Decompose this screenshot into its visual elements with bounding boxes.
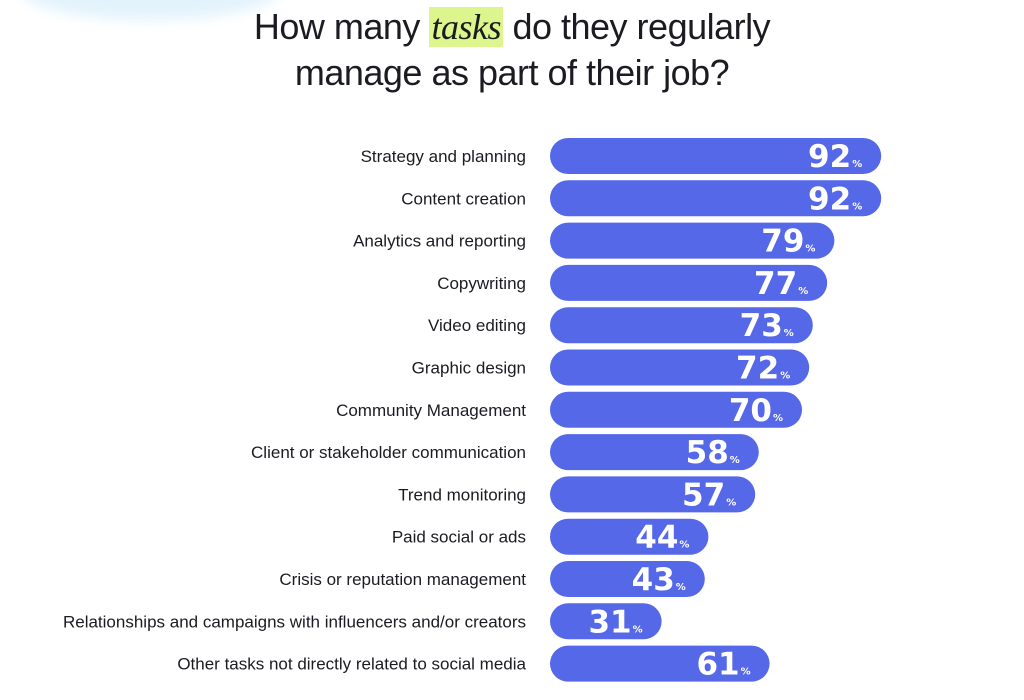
category-label: Relationships and campaigns with influen… xyxy=(63,612,526,631)
category-label: Strategy and planning xyxy=(361,147,526,166)
category-label: Community Management xyxy=(336,401,526,420)
bar xyxy=(550,138,882,174)
title-line-2: manage as part of their job? xyxy=(294,52,730,93)
value-label: 58 xyxy=(686,435,729,471)
percent-sign: % xyxy=(726,497,736,508)
bar xyxy=(550,391,802,428)
category-label: Video editing xyxy=(428,316,526,335)
value-label: 92 xyxy=(808,181,851,217)
bar xyxy=(550,645,770,682)
bar-row: Analytics and reporting 79% xyxy=(353,222,835,260)
category-label: Client or stakeholder communication xyxy=(251,443,526,462)
value-label: 92 xyxy=(808,139,851,175)
bar-row: Copywriting 77% xyxy=(437,264,828,302)
bar xyxy=(550,518,709,555)
value-label: 70 xyxy=(729,393,772,429)
percent-sign: % xyxy=(741,667,751,678)
bar-row: Strategy and planning 92% xyxy=(361,138,882,175)
value-label: 77 xyxy=(754,266,797,302)
value-label: 72 xyxy=(736,351,779,387)
percent-sign: % xyxy=(730,455,740,466)
bar-row: Paid social or ads 44% xyxy=(392,518,709,556)
bar-row: Graphic design 72% xyxy=(412,349,810,387)
value-label: 43 xyxy=(632,562,675,598)
bar xyxy=(550,434,759,471)
percent-sign: % xyxy=(633,624,643,635)
value-label: 79 xyxy=(761,224,804,260)
percent-sign: % xyxy=(773,413,783,424)
bar-row: Other tasks not directly related to soci… xyxy=(177,645,770,683)
percent-sign: % xyxy=(780,371,790,382)
bar xyxy=(550,307,813,344)
value-label: 31 xyxy=(588,604,631,640)
percent-sign: % xyxy=(679,540,689,551)
bar-row: Relationships and campaigns with influen… xyxy=(63,603,662,640)
bar xyxy=(550,222,835,259)
bar-row: Crisis or reputation management 43% xyxy=(279,561,705,598)
bar-row: Trend monitoring 57% xyxy=(398,476,756,513)
category-label: Graphic design xyxy=(412,359,526,378)
bar xyxy=(550,561,705,597)
value-label: 44 xyxy=(635,520,678,556)
bar-row: Video editing 73% xyxy=(428,307,813,344)
value-label: 73 xyxy=(740,308,783,344)
bar-row: Community Management 70% xyxy=(336,391,802,429)
chart-title: How many tasks do they regularly manage … xyxy=(0,4,1024,96)
percent-sign: % xyxy=(798,286,808,297)
category-label: Copywriting xyxy=(437,274,526,293)
bar xyxy=(550,603,662,640)
bar xyxy=(550,264,828,301)
percent-sign: % xyxy=(676,582,686,593)
value-label: 61 xyxy=(696,647,739,683)
percent-sign: % xyxy=(852,201,862,212)
percent-sign: % xyxy=(852,159,862,170)
bar xyxy=(550,349,810,386)
category-label: Other tasks not directly related to soci… xyxy=(177,655,526,674)
category-label: Crisis or reputation management xyxy=(279,570,526,589)
percent-sign: % xyxy=(805,244,815,255)
percent-sign: % xyxy=(784,328,794,339)
category-label: Paid social or ads xyxy=(392,528,526,547)
title-before: How many xyxy=(253,6,421,47)
category-label: Content creation xyxy=(401,189,526,208)
value-label: 57 xyxy=(682,477,725,513)
background-decoration xyxy=(20,0,280,20)
category-label: Analytics and reporting xyxy=(353,232,526,251)
bar-row: Content creation 92% xyxy=(401,180,882,217)
title-line-1: How many tasks do they regularly xyxy=(0,4,1024,50)
bar xyxy=(550,180,882,217)
category-label: Trend monitoring xyxy=(398,485,526,504)
title-after: do they regularly xyxy=(512,6,771,47)
title-highlight: tasks xyxy=(429,7,503,47)
bar-row: Client or stakeholder communication 58% xyxy=(251,434,759,471)
bar xyxy=(550,476,756,513)
